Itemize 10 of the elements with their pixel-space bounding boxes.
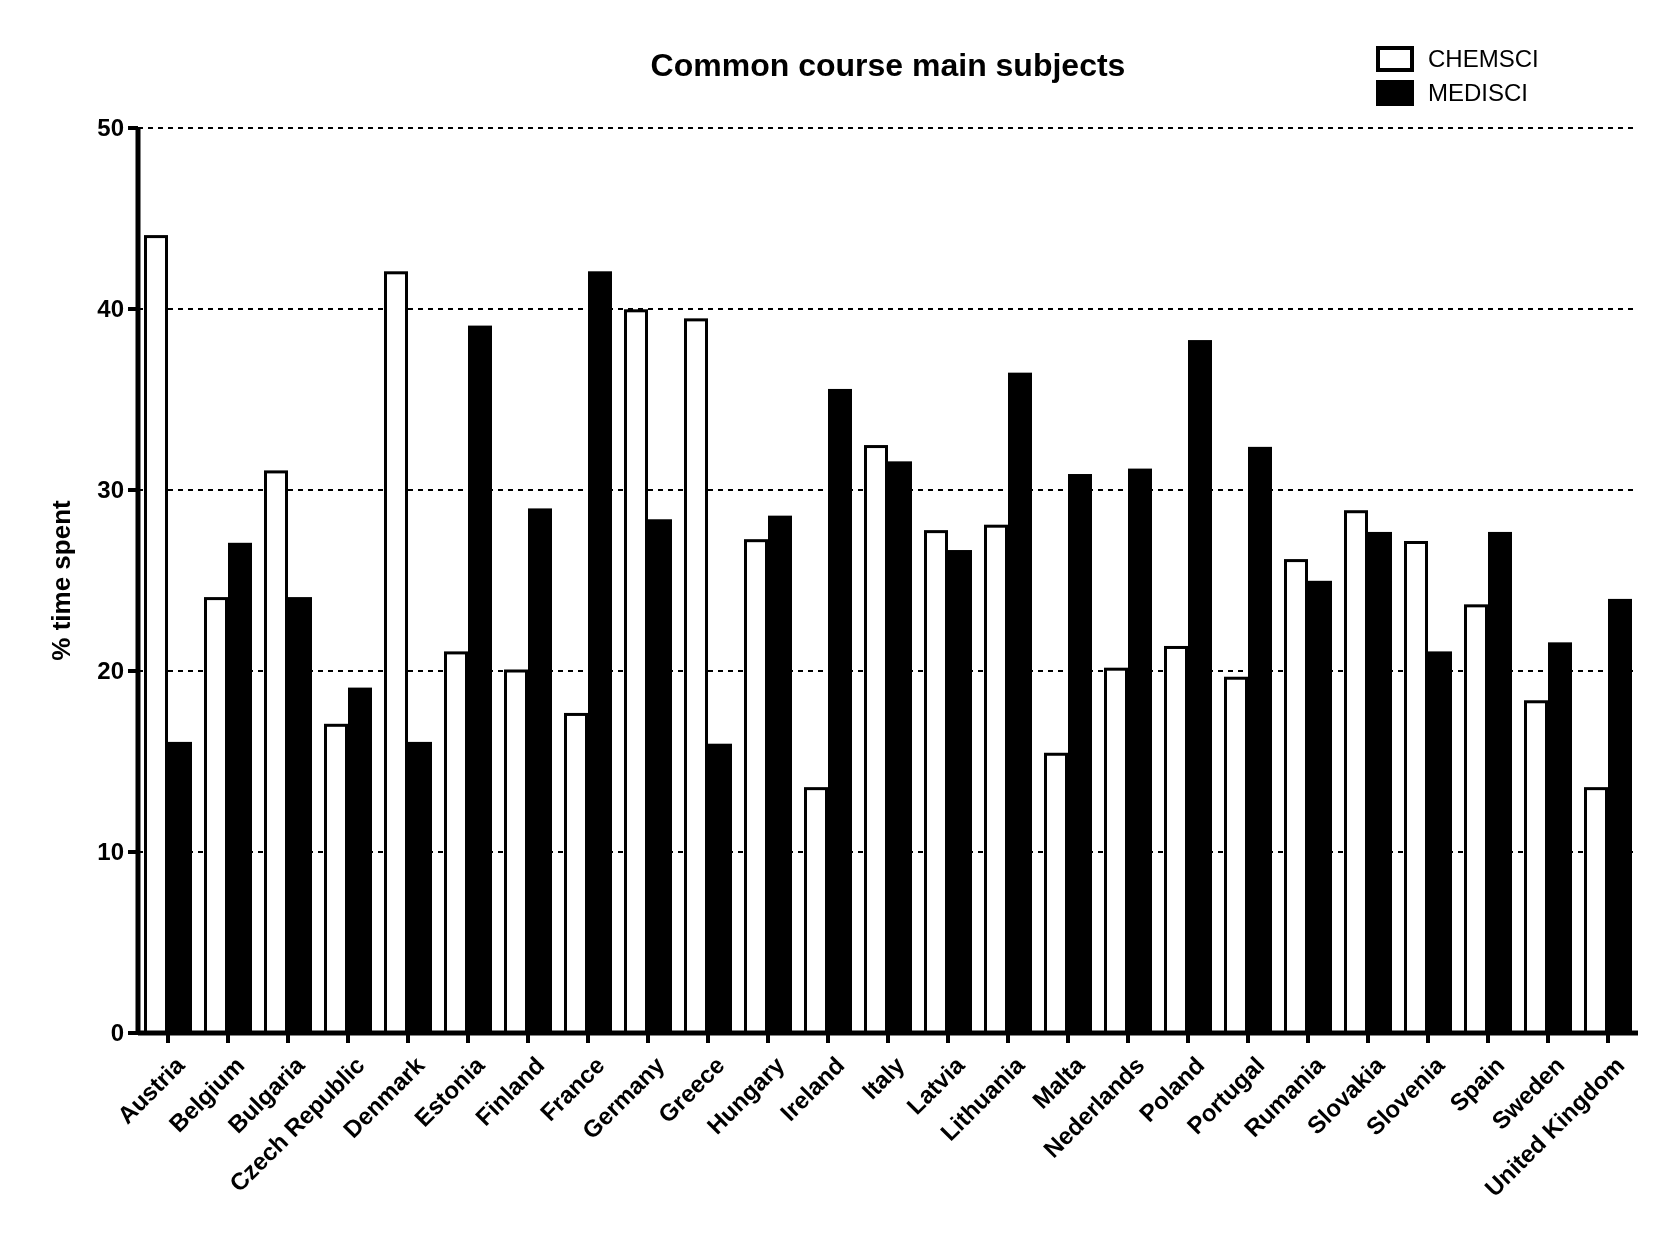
y-tick-label: 40 [97,295,124,323]
y-axis-title: % time spent [46,499,76,661]
legend-label: CHEMSCI [1428,45,1539,73]
y-tick-label: 0 [110,1019,124,1047]
y-tick-label: 30 [97,476,124,504]
legend-label: MEDISCI [1428,79,1529,107]
y-tick-label: 20 [97,657,124,685]
y-tick-label: 10 [97,838,124,866]
y-tick-label: 50 [97,114,124,142]
chart-title: Common course main subjects [650,47,1126,83]
